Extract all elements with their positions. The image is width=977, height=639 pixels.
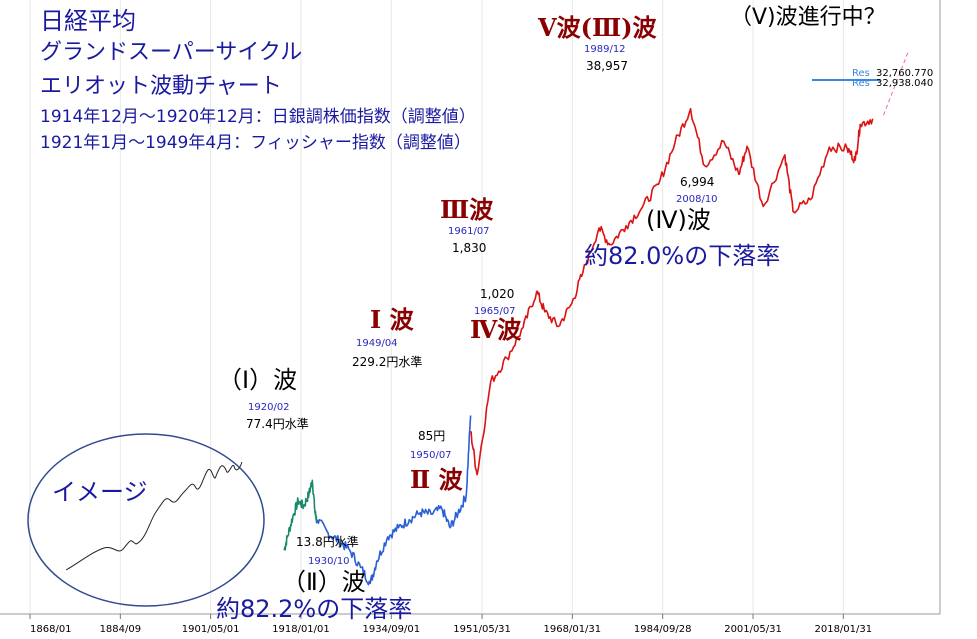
wave-II-paren-label: （Ⅱ）波: [282, 568, 366, 596]
legend-label-1: Res: [852, 68, 870, 79]
legend: Res Res 32,760.770 32,938.040: [812, 68, 933, 89]
image-ellipse: [27, 433, 265, 607]
date-1920-02: 1920/02: [248, 402, 290, 413]
image-label: イメージ: [52, 478, 148, 506]
grid-lines: [29, 0, 844, 614]
wave-IV-paren-label: (Ⅳ)波: [646, 206, 711, 234]
wave-big-II-label: Ⅱ 波: [410, 465, 464, 494]
title-line-3: エリオット波動チャート: [40, 74, 282, 99]
wave-IV-decline: 約82.0%の下落率: [584, 242, 780, 270]
annotations: （Ⅰ）波 1920/02 77.4円水準 13.8円水準 1930/10 （Ⅱ）…: [216, 5, 886, 623]
image-sketch: イメージ: [27, 433, 265, 607]
value-1950-07: 85円: [418, 429, 445, 443]
wave-I-paren-label: （Ⅰ）波: [218, 366, 297, 394]
series-line-4: [883, 52, 909, 116]
value-1930-10: 13.8円水準: [296, 534, 359, 549]
legend-value-1: 32,760.770: [876, 68, 933, 79]
wave-big-I-label: Ⅰ 波: [370, 305, 415, 334]
legend-label-2: Res: [852, 78, 870, 89]
value-1949-04: 229.2円水準: [352, 354, 422, 369]
wave-V-progress: （Ⅴ)波進行中？: [730, 5, 886, 30]
price-series: [283, 52, 909, 586]
x-tick-label: 1901/05/01: [182, 624, 240, 635]
title-line-4: 1914年12月～1920年12月：日銀調株価指数（調整値）: [40, 107, 476, 127]
series-line-1: [283, 479, 318, 551]
wave-big-III-label: Ⅲ波: [440, 195, 494, 224]
x-tick-label: 1884/09: [100, 624, 142, 635]
x-tick-label: 1918/01/01: [272, 624, 330, 635]
date-1930-10: 1930/10: [308, 556, 350, 567]
series-line-2: [316, 415, 472, 586]
value-1989-12: 38,957: [586, 59, 628, 73]
image-sketch-line: [65, 461, 243, 571]
value-1920-02: 77.4円水準: [246, 416, 309, 431]
date-2008-10: 2008/10: [676, 194, 718, 205]
x-tick-label: 1968/01/31: [544, 624, 602, 635]
chart-title-block: 日経平均 グランドスーパーサイクル エリオット波動チャート 1914年12月～1…: [40, 6, 476, 156]
date-1961-07: 1961/07: [448, 226, 490, 237]
value-1961-07: 1,830: [452, 241, 486, 255]
wave-II-decline: 約82.2%の下落率: [216, 595, 412, 623]
x-tick-label: 1984/09/28: [634, 624, 692, 635]
date-1949-04: 1949/04: [356, 338, 398, 349]
x-tick-label: 2001/05/31: [724, 624, 782, 635]
x-tick-label: 1934/09/01: [362, 624, 420, 635]
x-tick-label: 1868/01: [30, 624, 72, 635]
wave-big-V-label: Ⅴ波(Ⅲ)波: [537, 13, 658, 42]
date-1950-07: 1950/07: [410, 450, 452, 461]
title-line-5: 1921年1月～1949年4月：フィッシャー指数（調整値）: [40, 133, 471, 153]
title-line-2: グランドスーパーサイクル: [40, 40, 303, 65]
title-line-1: 日経平均: [40, 7, 136, 35]
x-axis-ticks: 1868/01 1884/09 1901/05/01 1918/01/01 1934/0…: [29, 614, 872, 635]
x-tick-label: 2018/01/31: [814, 624, 872, 635]
value-2008-10: 6,994: [680, 175, 714, 189]
date-1965-07: 1965/07: [474, 306, 516, 317]
x-tick-label: 1951/05/31: [453, 624, 511, 635]
series-line-3: [469, 108, 874, 476]
value-1965-07: 1,020: [480, 287, 514, 301]
date-1989-12: 1989/12: [584, 44, 626, 55]
legend-value-2: 32,938.040: [876, 78, 933, 89]
wave-big-IV-label: Ⅳ波: [470, 315, 522, 344]
